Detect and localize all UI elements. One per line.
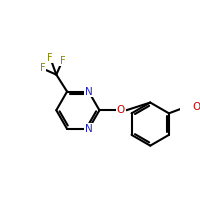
Text: N: N	[85, 87, 93, 97]
Text: F: F	[40, 63, 45, 73]
Text: O: O	[117, 105, 125, 115]
Text: N: N	[85, 124, 93, 134]
Text: O: O	[193, 102, 200, 112]
Text: F: F	[47, 53, 53, 63]
Text: F: F	[60, 56, 65, 66]
